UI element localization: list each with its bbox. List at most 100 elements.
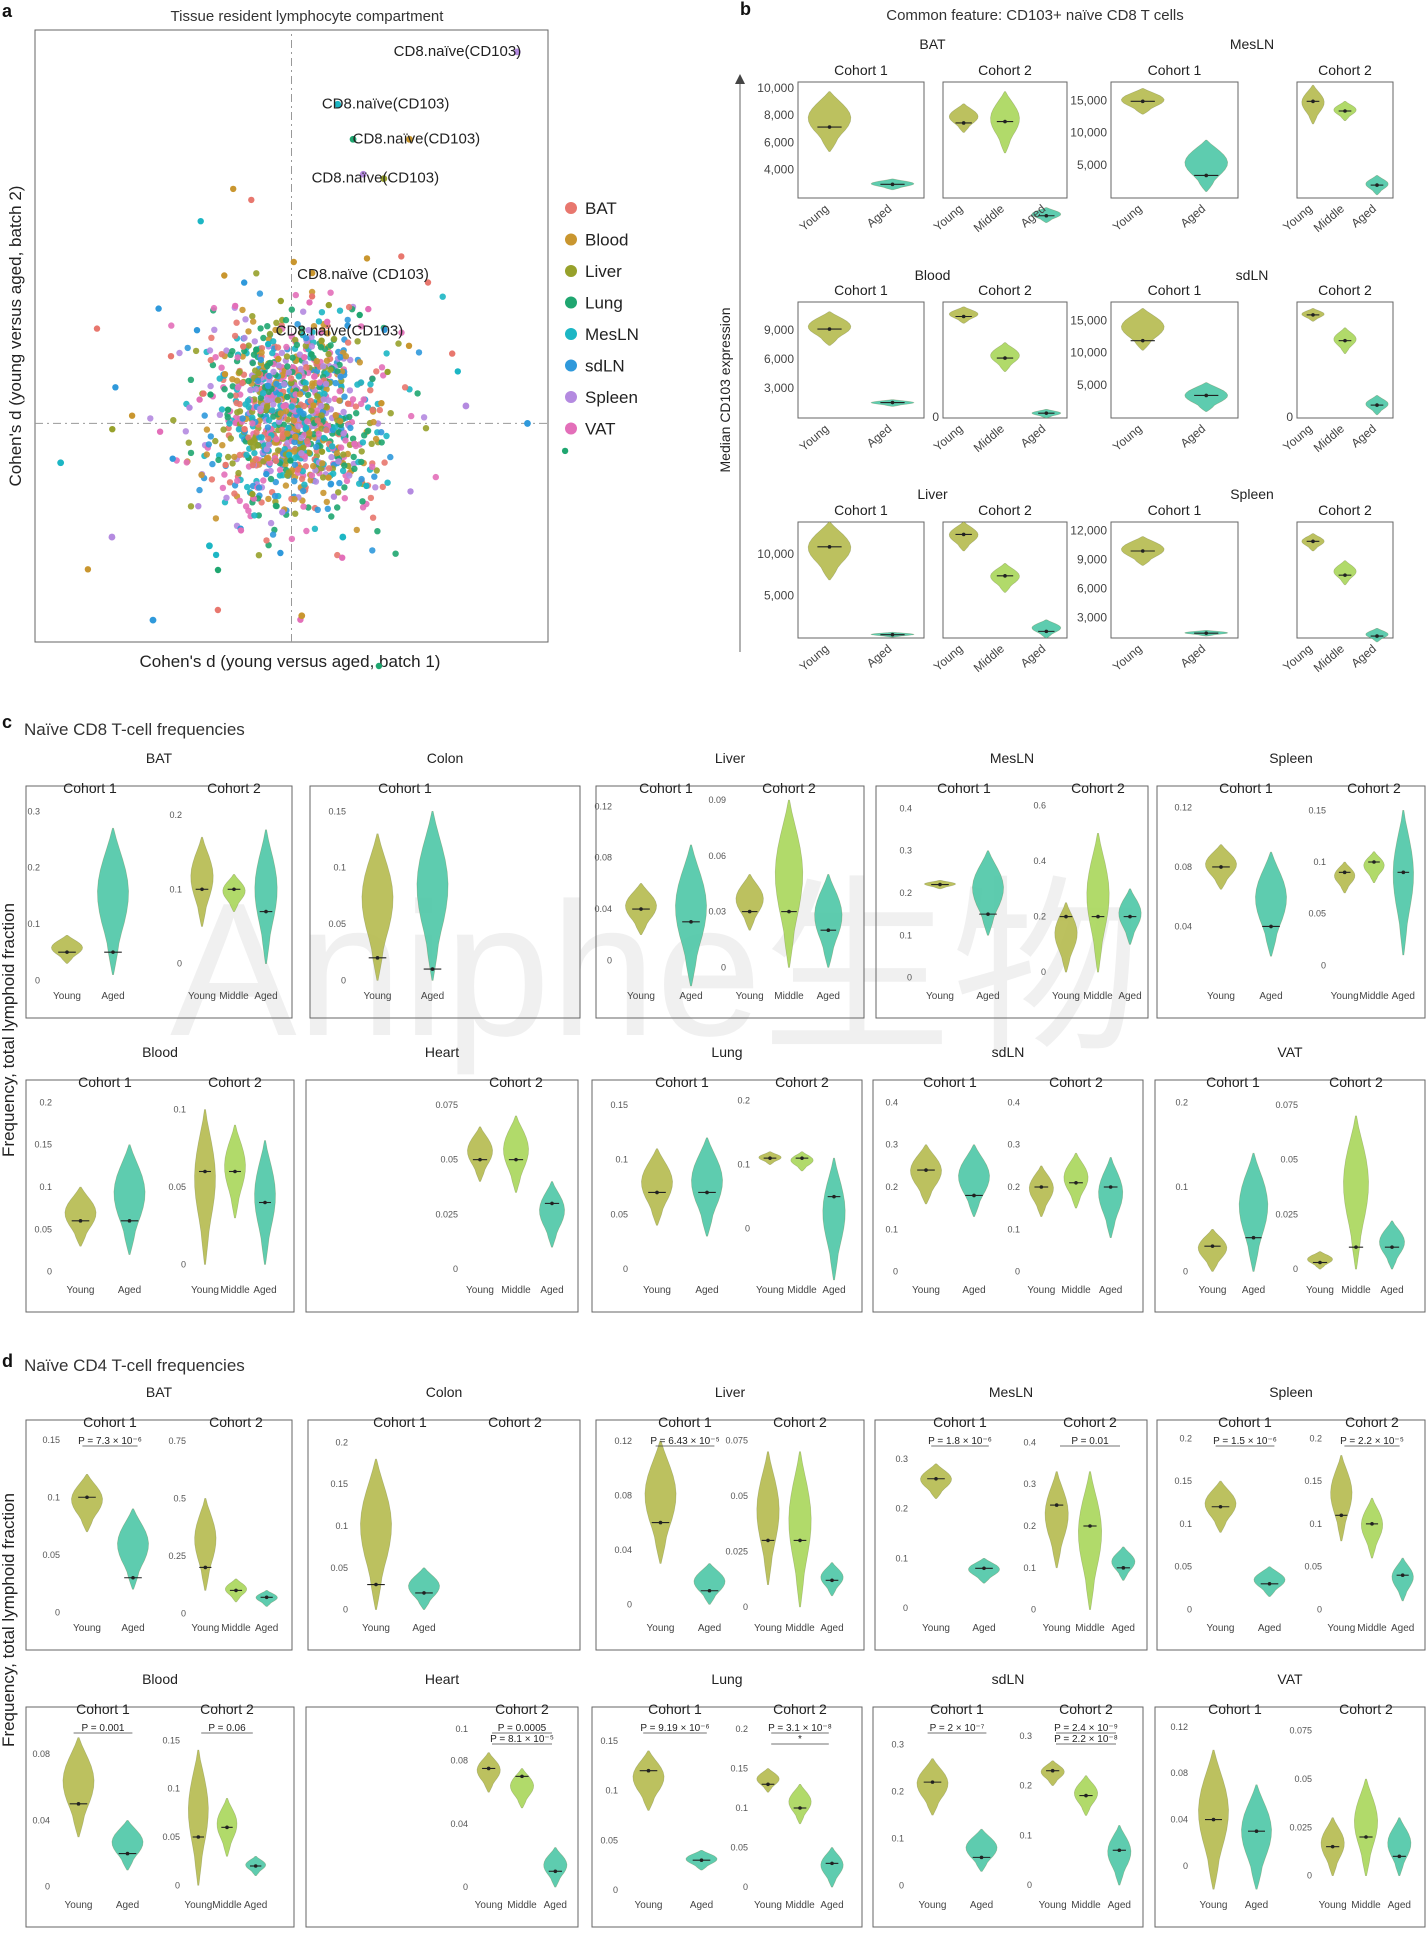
tissue-title: MesLN — [989, 1384, 1033, 1400]
scatter-point — [241, 426, 248, 433]
cohort-title: Cohort 2 — [1329, 1074, 1383, 1090]
violin-young — [194, 1498, 217, 1591]
scatter-point — [294, 466, 302, 473]
x-tick-aged: Aged — [254, 991, 277, 1002]
legend-label-mesln: MesLN — [585, 325, 639, 344]
tissue-title: sdLN — [992, 1044, 1025, 1060]
violin-middle — [1077, 1471, 1103, 1610]
cohort-frame — [1110, 521, 1239, 639]
cohort-title: Cohort 1 — [930, 1701, 984, 1717]
scatter-point — [332, 379, 339, 387]
x-tick-aged: Aged — [1099, 1285, 1122, 1296]
x-tick-aged: Aged — [540, 1285, 563, 1296]
y-tick-label: 0.1 — [1179, 1519, 1192, 1529]
y-tick-label: 0.2 — [39, 1097, 52, 1107]
scatter-point — [378, 429, 385, 436]
data-point — [1003, 574, 1007, 578]
scatter-point — [249, 461, 256, 469]
x-tick-middle: Middle — [785, 1623, 815, 1634]
scatter-point — [415, 349, 423, 356]
scatter-point — [335, 458, 342, 465]
scatter-point — [233, 399, 240, 407]
y-tick-label: 0.1 — [167, 1784, 180, 1794]
cohort-plot: Cohort 1 0 0.1 0.2 0.3 0.4 Young Aged — [885, 1074, 990, 1296]
scatter-point — [252, 455, 260, 463]
scatter-point — [354, 338, 361, 345]
x-tick-young: Young — [1110, 642, 1145, 674]
x-tick-middle: Middle — [971, 201, 1007, 235]
tissue-frame — [25, 1079, 295, 1313]
p-value: P = 0.0005 — [498, 1723, 547, 1734]
legend-swatch-sdln — [565, 359, 577, 372]
cohort-title: Cohort 1 — [373, 1414, 427, 1430]
x-tick-young: Young — [1043, 1623, 1071, 1634]
scatter-point — [318, 412, 325, 419]
scatter-point — [239, 415, 246, 422]
scatter-point — [196, 486, 203, 494]
scatter-point — [269, 349, 276, 357]
scatter-point — [254, 442, 261, 449]
cohort-title: Cohort 1 — [923, 1074, 977, 1090]
data-point — [986, 912, 990, 916]
violin-young — [1307, 1251, 1333, 1270]
scatter-point — [297, 408, 304, 415]
scatter-point — [214, 606, 222, 614]
panel-b-title: Common feature: CD103+ naïve CD8 T cells — [886, 7, 1184, 24]
y-tick-label: 0.05 — [1308, 909, 1326, 919]
scatter-point — [360, 396, 367, 403]
x-tick-aged: Aged — [679, 991, 702, 1002]
scatter-point — [280, 403, 287, 410]
legend-label-sdln: sdLN — [585, 357, 625, 376]
x-tick-young: Young — [1110, 422, 1145, 454]
y-tick-label: 0.025 — [1275, 1209, 1298, 1219]
scatter-point — [369, 547, 376, 554]
scatter-point — [266, 372, 273, 380]
data-point — [655, 1190, 659, 1195]
x-tick-young: Young — [1052, 991, 1080, 1002]
scatter-point — [265, 495, 272, 503]
scatter-annotation: CD8.naïve (CD103) — [297, 266, 429, 283]
scatter-point — [250, 351, 258, 358]
cohort-plot: Cohort 2 0 0.025 0.05 0.075 Young Middle Aged — [1289, 1701, 1412, 1911]
data-point — [1219, 865, 1223, 869]
x-tick-aged: Aged — [864, 642, 894, 671]
scatter-point — [300, 308, 307, 315]
cohort-frame — [797, 81, 925, 199]
y-tick-label: 0.15 — [42, 1435, 60, 1445]
data-point — [798, 1538, 802, 1543]
scatter-point — [237, 527, 245, 534]
scatter-point — [272, 502, 280, 509]
scatter-point — [367, 381, 374, 388]
y-tick-label: 0.04 — [594, 904, 612, 914]
scatter-point — [340, 451, 347, 458]
scatter-point — [325, 474, 332, 481]
x-tick-aged: Aged — [255, 1623, 278, 1634]
x-tick-middle: Middle — [787, 1285, 817, 1296]
scatter-point — [323, 498, 330, 506]
x-tick-young: Young — [191, 1285, 219, 1296]
scatter-point — [249, 313, 256, 320]
y-tick-label: 10,000 — [1070, 126, 1107, 140]
scatter-point — [271, 492, 279, 500]
y-tick-label: 3,000 — [764, 381, 794, 395]
scatter-point — [279, 472, 286, 479]
scatter-point — [263, 446, 270, 453]
x-tick-middle: Middle — [1311, 421, 1347, 455]
cohort-frame — [942, 81, 1068, 199]
data-point — [1117, 1848, 1122, 1853]
scatter-point — [182, 428, 189, 435]
scatter-point — [342, 437, 349, 444]
scatter-point — [383, 350, 390, 357]
scatter-point — [308, 351, 315, 358]
scatter-point — [424, 279, 432, 286]
x-tick-young: Young — [931, 422, 966, 454]
scatter-point — [206, 347, 214, 354]
data-point — [1140, 549, 1145, 553]
y-tick-label: 0.05 — [328, 919, 346, 929]
x-tick-middle: Middle — [221, 1623, 251, 1634]
cohort-plot: Cohort 1 0 0.05 0.1 0.15 Young Aged P = 9.19 × … — [600, 1701, 718, 1911]
scatter-point — [363, 255, 371, 262]
